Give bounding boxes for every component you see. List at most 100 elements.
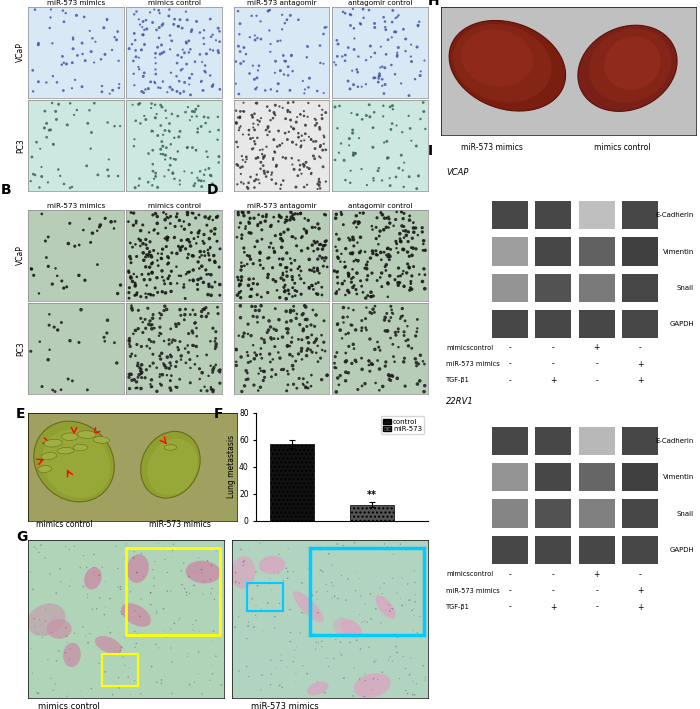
Bar [126,548,220,635]
Point [314,179,325,191]
Point [207,45,218,56]
Point [289,255,300,266]
Point [347,247,358,259]
Text: TGF-β1: TGF-β1 [446,604,470,610]
Y-axis label: PC3: PC3 [16,341,25,356]
Point [136,44,147,55]
Point [380,264,391,276]
Point [210,35,221,46]
Point [266,371,277,382]
Text: -: - [552,570,554,579]
Point [139,274,150,285]
Bar [579,536,615,564]
Point [191,16,202,27]
Point [396,220,407,232]
Point [122,216,134,228]
Point [419,671,430,683]
Point [153,32,164,43]
Point [174,336,186,347]
Point [41,252,52,263]
Point [290,313,302,324]
Point [408,261,419,272]
Point [239,260,250,272]
Point [402,246,413,257]
Point [178,223,190,235]
Point [178,279,190,290]
Point [206,660,217,671]
Point [298,379,309,391]
Point [278,50,289,61]
Point [260,85,271,96]
Point [402,579,414,590]
Point [330,208,342,220]
Point [260,171,272,182]
Point [384,651,395,662]
Point [405,594,416,605]
Point [244,216,255,228]
Point [278,575,289,586]
Point [124,282,135,294]
Point [239,380,250,391]
Point [251,311,262,323]
Point [332,38,344,50]
Point [396,600,407,611]
Point [159,171,170,182]
Point [246,143,258,155]
Point [370,222,382,233]
Point [264,105,275,116]
Point [183,249,194,260]
Point [258,151,269,162]
Point [286,315,297,326]
Point [336,248,347,259]
Point [184,274,195,286]
Point [231,344,242,355]
Point [244,125,255,136]
Point [201,146,212,157]
Point [387,655,398,666]
Point [397,164,408,176]
Point [147,349,158,360]
Point [124,369,135,380]
Point [195,385,206,396]
Point [265,321,276,333]
Point [262,269,274,280]
Point [130,218,141,229]
Point [355,275,366,286]
Point [238,210,249,221]
Point [256,300,267,311]
Point [164,270,175,281]
Point [283,369,294,380]
Point [298,161,309,172]
Point [272,35,284,47]
Point [387,100,398,111]
Title: antagomir control: antagomir control [348,0,412,6]
Title: mimics control: mimics control [148,0,201,6]
Point [316,374,328,386]
Point [347,150,358,161]
Point [269,146,280,157]
Point [345,247,356,259]
Point [27,65,38,76]
Point [235,312,246,323]
Point [124,383,135,394]
Point [161,369,172,381]
Point [66,575,78,586]
Text: I: I [428,144,433,158]
Point [301,320,312,332]
Point [402,688,413,699]
Point [115,641,126,652]
Point [29,613,40,625]
Point [233,125,244,136]
Point [335,647,346,658]
Point [133,305,144,316]
Bar [492,311,528,338]
Point [407,250,418,261]
Point [203,250,214,261]
Point [287,159,298,170]
Point [312,676,323,687]
Point [288,123,299,134]
Point [240,156,251,167]
Point [254,116,265,127]
Point [165,385,176,396]
Point [164,350,176,361]
